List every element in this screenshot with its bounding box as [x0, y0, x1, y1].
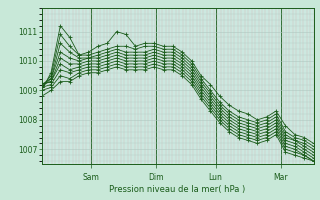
X-axis label: Pression niveau de la mer( hPa ): Pression niveau de la mer( hPa ) [109, 185, 246, 194]
